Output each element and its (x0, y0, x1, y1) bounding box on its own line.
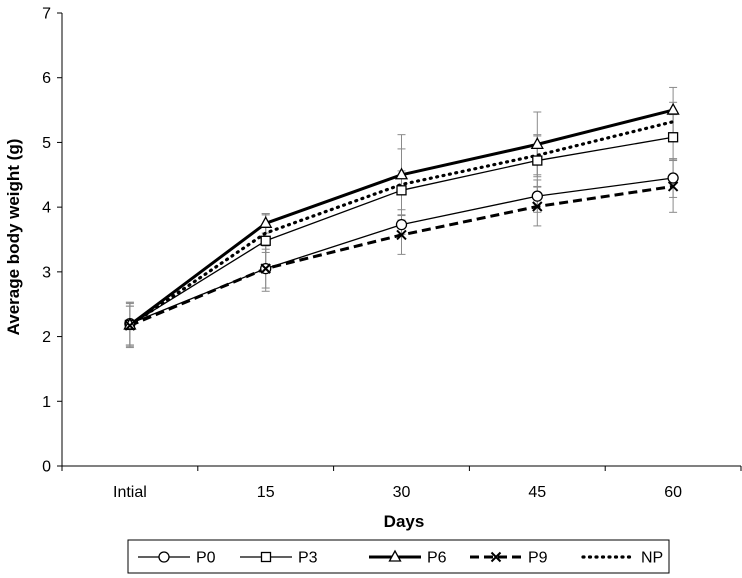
x-tick-label: 15 (257, 484, 275, 501)
legend-item-p3: P3 (240, 550, 318, 567)
legend-item-p6: P6 (369, 550, 447, 567)
legend-label-p9: P9 (528, 550, 548, 567)
error-bars (125, 86, 678, 349)
marker-p9 (667, 181, 679, 192)
series-line-np (128, 120, 675, 328)
axes (57, 12, 742, 471)
y-tick-label: 1 (42, 394, 51, 411)
marker-p6 (394, 167, 409, 180)
legend-label-np: NP (641, 550, 663, 567)
marker-p6 (666, 102, 680, 115)
legend-marker-p6 (388, 549, 402, 562)
x-axis-title: Days (384, 512, 425, 531)
x-tick-label: Intial (113, 484, 147, 501)
marker-p0 (667, 172, 679, 184)
marker-p9 (260, 263, 271, 274)
legend-marker-p3 (260, 551, 272, 563)
legend-marker-p0 (158, 551, 170, 563)
legend-marker-p9 (490, 551, 502, 563)
y-tick-label: 5 (42, 135, 51, 152)
marker-p3 (260, 235, 271, 246)
marker-p0 (395, 218, 408, 231)
x-tick-label: 30 (393, 484, 411, 501)
marker-p9 (396, 229, 407, 241)
y-tick-label: 3 (42, 264, 51, 281)
y-tick-label: 2 (42, 329, 51, 346)
legend-label-p6: P6 (427, 550, 447, 567)
y-axis-title: Average body weight (g) (4, 139, 23, 336)
marker-p0 (531, 190, 543, 202)
marker-p3 (667, 132, 679, 143)
marker-p3 (532, 155, 543, 166)
marker-p3 (396, 185, 407, 196)
marker-p9 (532, 201, 543, 212)
y-tick-label: 7 (42, 6, 51, 23)
legend-item-np: NP (581, 550, 663, 567)
y-tick-label: 4 (42, 200, 51, 217)
legend-item-p0: P0 (138, 550, 216, 567)
marker-p6 (530, 137, 544, 150)
legend-item-p9: P9 (470, 550, 548, 567)
legend: P0 P3 P6 P9 NP (127, 539, 670, 574)
y-tick-label: 6 (42, 70, 51, 87)
legend-label-p3: P3 (298, 550, 318, 567)
x-tick-label: 60 (664, 484, 682, 501)
x-tick-label: 45 (528, 484, 546, 501)
y-tick-label: 0 (42, 459, 51, 476)
series-markers (123, 102, 680, 331)
legend-label-p0: P0 (196, 550, 216, 567)
marker-p9 (124, 320, 136, 331)
marker-p6 (259, 215, 273, 228)
